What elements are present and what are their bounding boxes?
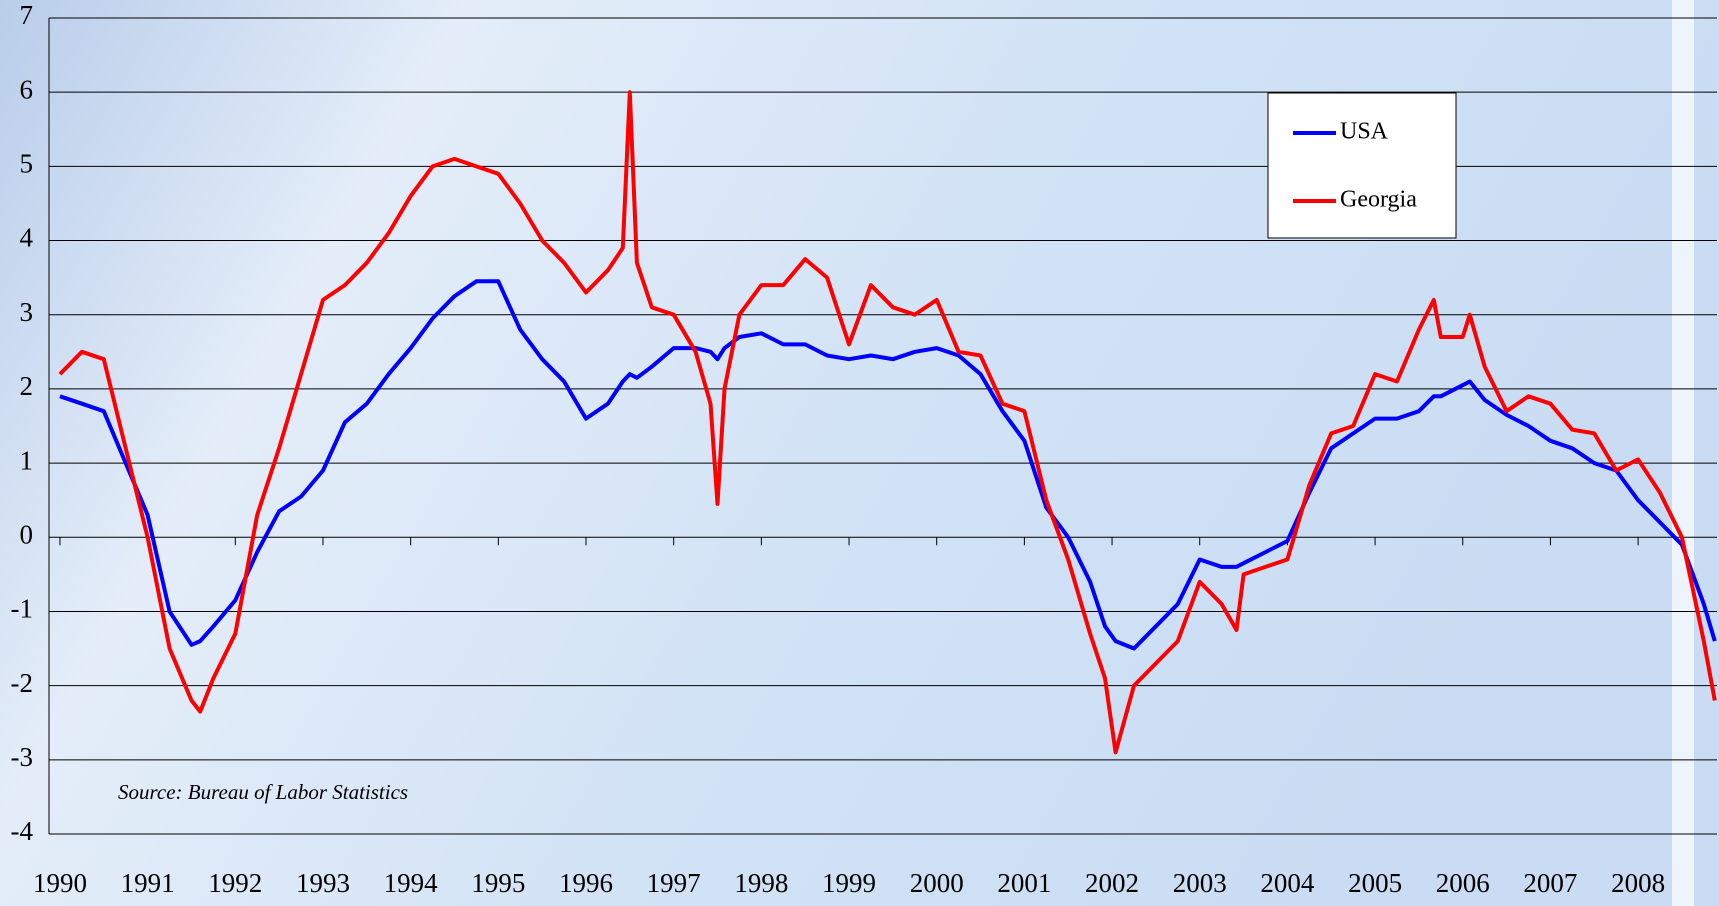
x-tick-label: 2005 [1348,868,1402,898]
x-tick-label: 2004 [1260,868,1315,898]
y-tick-label: 4 [20,223,34,253]
y-tick-label: 3 [20,297,34,327]
y-tick-label: -1 [11,594,34,624]
x-tick-label: 2002 [1085,868,1139,898]
y-tick-label: -2 [11,668,34,698]
x-tick-label: 2006 [1436,868,1490,898]
x-tick-label: 2001 [997,868,1051,898]
x-tick-label: 1994 [384,868,439,898]
y-tick-label: 1 [20,445,34,475]
x-tick-label: 2008 [1611,868,1665,898]
legend-label: USA [1340,119,1389,145]
line-series [58,90,1717,755]
x-tick-label: 1992 [208,868,262,898]
y-tick-label: 7 [20,0,34,30]
x-tick-label: 2003 [1173,868,1227,898]
y-tick-label: 5 [20,149,34,179]
x-tick-label: 1999 [822,868,876,898]
x-tick-label: 2000 [910,868,964,898]
legend-box [1267,92,1457,239]
y-tick-label: -4 [11,816,34,846]
background-strip [1672,0,1694,906]
x-tick-label: 1996 [559,868,613,898]
legend-label: Georgia [1340,187,1417,213]
x-tick-label: 1991 [121,868,175,898]
y-tick-label: 6 [20,74,34,104]
line-series [59,279,1717,651]
x-tick-label: 1997 [647,868,701,898]
x-tick-label: 1993 [296,868,350,898]
y-tick-label: 0 [20,519,34,549]
x-tick-label: 1998 [734,868,788,898]
x-tick-label: 1990 [33,868,87,898]
x-tick-label: 1995 [471,868,525,898]
annotation: Source: Bureau of Labor Statistics [118,780,408,804]
y-tick-label: 2 [20,371,34,401]
x-tick-label: 2007 [1523,868,1577,898]
y-tick-label: -3 [11,742,34,772]
